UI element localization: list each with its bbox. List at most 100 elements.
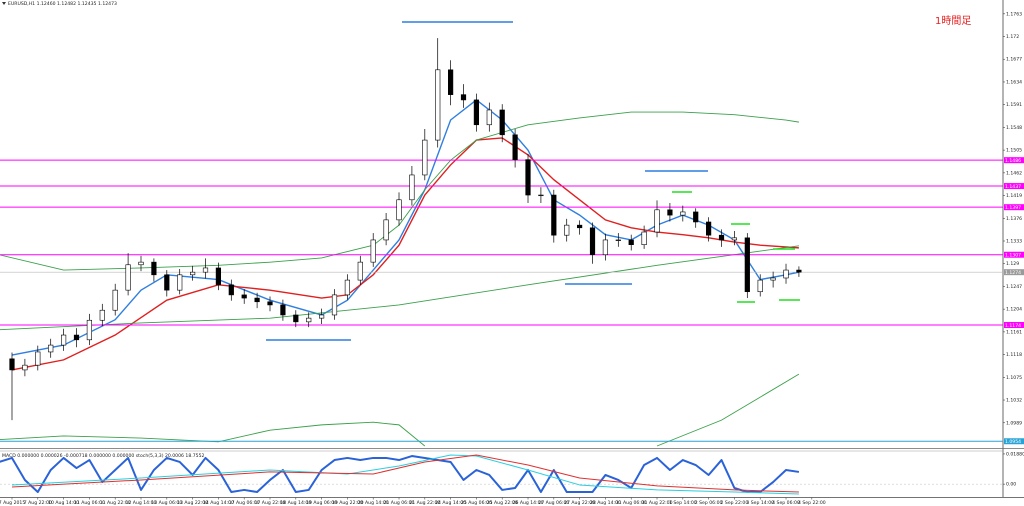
y-tick-label: 1.1118 xyxy=(1006,352,1022,358)
x-tick-label: 17 Aug 06:00 xyxy=(229,500,260,506)
price-panel xyxy=(0,38,1003,447)
level-label: 1.1397 xyxy=(1005,205,1021,211)
candle-body xyxy=(48,344,54,353)
x-tick-label: 25 Aug 22:00 xyxy=(487,500,518,506)
y-tick-label: 1.1247 xyxy=(1006,284,1022,290)
x-tick-label: 2 Sep 22:00 xyxy=(721,500,749,506)
y-tick-label: 1.0989 xyxy=(1006,420,1022,426)
candle-body xyxy=(60,334,67,346)
x-tick-label: 24 Aug 14:00 xyxy=(435,500,466,506)
x-tick-label: 28 Aug 14:00 xyxy=(590,500,621,506)
candle-body xyxy=(306,317,312,323)
candle-body xyxy=(228,284,234,296)
x-tick-label: 27 Aug 22:00 xyxy=(564,500,595,506)
candle-body xyxy=(344,279,351,296)
y-tick-label: 1.129 xyxy=(1006,261,1019,267)
x-tick-label: 18 Aug 14:00 xyxy=(280,500,311,506)
candle-body xyxy=(667,209,673,216)
candle-body xyxy=(396,199,402,221)
x-tick-label: 2 Sep 06:00 xyxy=(695,500,723,506)
candle-body xyxy=(641,231,647,245)
x-tick-label: 13 Aug 06:00 xyxy=(151,500,182,506)
candle-body xyxy=(357,261,363,281)
candle-body xyxy=(73,334,80,341)
candle-body xyxy=(499,109,505,136)
candle-body xyxy=(99,309,105,321)
candle-body xyxy=(731,237,738,241)
level-label-box xyxy=(1004,251,1024,258)
level-label: 1.1307 xyxy=(1005,253,1021,259)
y-tick-label: 1.1333 xyxy=(1006,239,1022,245)
moving-average xyxy=(0,373,800,447)
candle-body xyxy=(448,69,454,95)
drawn-objects xyxy=(266,21,800,341)
candle-body xyxy=(254,297,260,303)
candle-body xyxy=(589,227,596,256)
candle-body xyxy=(680,211,686,216)
last-price-box xyxy=(1004,269,1024,276)
x-tick-label: 31 Aug 22:00 xyxy=(642,500,673,506)
candle-body xyxy=(190,271,196,276)
y-tick-label: 1.1548 xyxy=(1006,125,1022,131)
y-tick-label: 1.1376 xyxy=(1006,216,1022,222)
y-tick-label: 1.1462 xyxy=(1006,170,1022,176)
candle-body xyxy=(706,221,712,236)
candle-body xyxy=(783,269,789,279)
x-tick-label: 25 Aug 06:00 xyxy=(461,500,492,506)
candle-body xyxy=(241,294,247,299)
candle-body xyxy=(370,239,376,263)
last-price-label: 1.1274 xyxy=(1005,270,1021,276)
axes: 1.1486 1.1437 1.1397 1.1307 1.1174 1.0954 1.12… xyxy=(0,11,1024,506)
x-tick-label: 19 Aug 06:00 xyxy=(306,500,337,506)
candle-body xyxy=(151,261,157,276)
x-tick-label: 17 Aug 22:00 xyxy=(255,500,286,506)
level-label-box xyxy=(1004,322,1024,329)
y-tick-label: 1.1505 xyxy=(1006,148,1022,154)
candle-body xyxy=(86,319,92,341)
macd-panel xyxy=(0,454,1003,495)
candle-body xyxy=(35,351,41,366)
candle-body xyxy=(331,294,338,316)
candle-body xyxy=(538,194,544,197)
x-tick-label: 21 Aug 06:00 xyxy=(384,500,415,506)
x-tick-label: 3 Sep 14:00 xyxy=(746,500,774,506)
x-tick-label: 27 Aug 06:00 xyxy=(538,500,569,506)
x-tick-label: 10 Aug 14:00 xyxy=(48,500,79,506)
level-label-box xyxy=(1004,157,1024,164)
x-tick-label: 13 Aug 22:00 xyxy=(177,500,208,506)
candle-body xyxy=(602,239,609,256)
y-tick-label: 1.172 xyxy=(1006,34,1019,40)
candle-body xyxy=(267,301,273,306)
candle-body xyxy=(796,269,802,273)
x-tick-label: 12 Aug 14:00 xyxy=(126,500,157,506)
y-tick-label: 1.1204 xyxy=(1006,307,1022,313)
candle-body xyxy=(551,194,557,236)
candle-body xyxy=(383,219,389,241)
y-tick-label: 1.1677 xyxy=(1006,57,1022,63)
y-tick-label: 0.018800 xyxy=(1006,451,1024,457)
candle-body xyxy=(654,209,660,233)
x-tick-label: 21 Aug 22:00 xyxy=(409,500,440,506)
y-tick-label: 1.1763 xyxy=(1006,11,1022,17)
indicator-line xyxy=(11,454,799,495)
indicator-line xyxy=(11,454,799,493)
x-tick-label: 7 Aug 22:00 xyxy=(24,500,52,506)
level-label: 1.1486 xyxy=(1005,158,1021,164)
moving-average xyxy=(0,245,799,331)
x-tick-label: 11 Aug 22:00 xyxy=(100,500,131,506)
level-label-box xyxy=(1004,204,1024,211)
macd-title: MACD 0.000000 0.000026 -0.000718 0.00000… xyxy=(2,453,204,459)
candle-body xyxy=(22,364,28,371)
candle-body xyxy=(409,174,415,201)
x-tick-label: 26 Aug 14:00 xyxy=(513,500,544,506)
candle-body xyxy=(770,277,776,281)
candle-body xyxy=(486,109,492,126)
candle-body xyxy=(177,274,183,291)
candle-body xyxy=(422,139,428,176)
candle-body xyxy=(112,289,118,311)
candle-body xyxy=(564,224,570,236)
x-tick-label: 1 Sep 14:00 xyxy=(669,500,697,506)
candle-body xyxy=(525,159,531,196)
